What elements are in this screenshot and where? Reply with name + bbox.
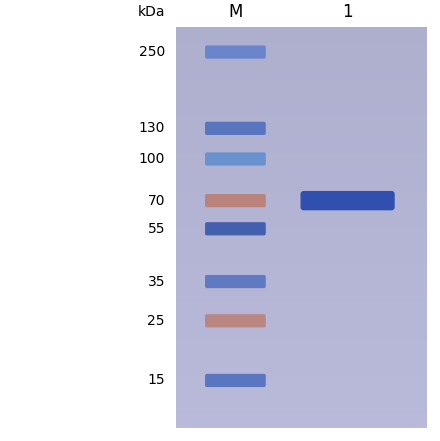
- Text: 130: 130: [139, 121, 165, 135]
- Text: M: M: [228, 3, 242, 21]
- Text: 70: 70: [147, 194, 165, 208]
- Text: 250: 250: [139, 45, 165, 59]
- Text: kDa: kDa: [137, 4, 165, 19]
- Text: 35: 35: [147, 275, 165, 288]
- Text: 15: 15: [147, 374, 165, 388]
- FancyBboxPatch shape: [205, 194, 266, 207]
- Text: 1: 1: [342, 3, 353, 21]
- FancyBboxPatch shape: [205, 374, 266, 387]
- FancyBboxPatch shape: [205, 45, 266, 59]
- FancyBboxPatch shape: [205, 314, 266, 327]
- FancyBboxPatch shape: [301, 191, 395, 210]
- FancyBboxPatch shape: [205, 153, 266, 166]
- Text: 25: 25: [147, 314, 165, 328]
- FancyBboxPatch shape: [205, 222, 266, 235]
- FancyBboxPatch shape: [205, 275, 266, 288]
- FancyBboxPatch shape: [205, 122, 266, 135]
- Text: 55: 55: [147, 222, 165, 236]
- Text: 100: 100: [139, 152, 165, 166]
